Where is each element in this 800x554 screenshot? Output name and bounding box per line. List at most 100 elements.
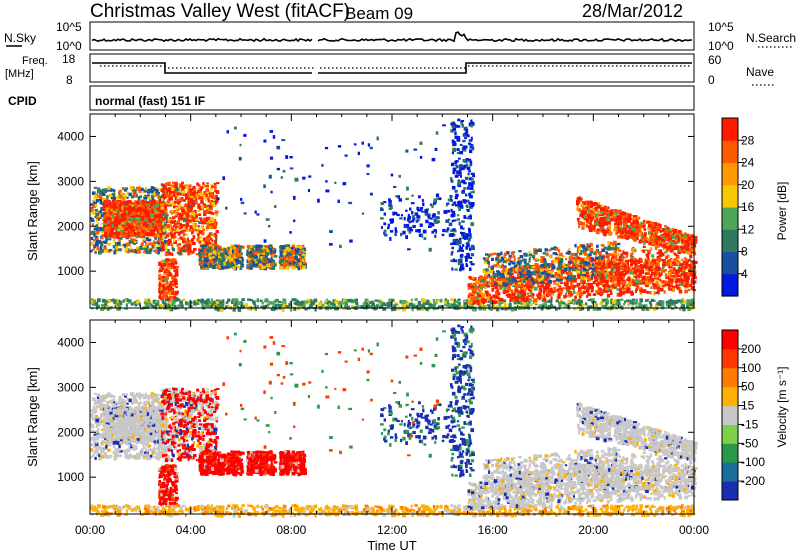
power-echo-cell — [205, 188, 210, 192]
power-echo-cell — [303, 249, 307, 252]
power-echo-cell — [295, 258, 299, 262]
power-echo-cell — [146, 248, 149, 252]
power-echo-cell — [273, 250, 277, 254]
power-echo-cell — [327, 300, 331, 303]
power-echo-cell — [214, 210, 219, 215]
power-echo-cell — [163, 190, 167, 193]
power-echo-cell — [500, 301, 504, 305]
power-echo-cell — [191, 238, 195, 242]
power-echo-cell — [672, 287, 675, 292]
power-echo-cell — [150, 242, 154, 247]
power-echo-cell — [186, 216, 190, 220]
power-echo-cell — [266, 258, 270, 261]
power-echo-cell — [470, 124, 473, 128]
power-echo-cell — [209, 202, 213, 205]
power-echo-cell — [458, 136, 461, 140]
power-echo-cell — [502, 292, 506, 295]
power-echo-cell — [165, 211, 168, 215]
power-echo-cell — [468, 182, 471, 186]
power-echo-cell — [573, 300, 576, 305]
power-echo-cell — [172, 247, 175, 252]
power-echo-cell — [273, 255, 278, 258]
power-echo-cell — [139, 201, 143, 206]
power-echo-cell — [421, 210, 425, 213]
power-echo-cell — [256, 253, 259, 256]
power-echo-cell — [291, 244, 296, 249]
power-echo-cell — [112, 238, 116, 243]
power-echo-cell — [115, 245, 119, 250]
power-echo-cell — [456, 201, 461, 205]
power-echo-cell — [281, 245, 285, 250]
power-echo-cell — [94, 201, 97, 205]
power-echo-cell — [135, 250, 139, 253]
power-echo-cell — [265, 256, 268, 259]
power-echo-cell — [142, 202, 146, 206]
power-echo-cell — [417, 302, 421, 306]
power-echo-cell — [109, 213, 112, 216]
power-echo-cell — [211, 239, 214, 243]
power-echo-cell — [94, 203, 98, 207]
power-echo-cell — [299, 303, 304, 308]
power-echo-cell — [156, 215, 160, 218]
power-echo-cell — [433, 302, 437, 305]
power-echo-cell — [124, 227, 129, 231]
power-echo-cell — [233, 246, 237, 251]
power-echo-cell — [663, 290, 666, 294]
power-echo-cell — [161, 299, 165, 302]
power-echo-cell — [200, 205, 204, 209]
power-echo-cell — [200, 263, 204, 266]
power-echo-cell — [107, 242, 111, 246]
power-echo-cell — [424, 209, 428, 213]
power-echo-cell — [164, 276, 168, 280]
power-echo-cell — [144, 218, 148, 222]
power-echo-cell — [118, 227, 121, 231]
power-echo-cell — [412, 303, 416, 307]
power-echo-cell — [177, 250, 182, 253]
power-echo-cell — [173, 203, 176, 206]
power-echo-cell — [151, 206, 155, 209]
power-echo-cell — [133, 223, 137, 227]
power-echo-cell — [163, 230, 167, 235]
power-echo-cell — [206, 261, 210, 265]
power-echo-cell — [467, 209, 470, 212]
power-echo-cell — [221, 303, 225, 306]
power-echo-cell — [107, 229, 110, 234]
power-echo-cell — [157, 195, 160, 199]
power-echo-cell — [159, 230, 162, 234]
power-echo-cell — [130, 218, 134, 223]
power-echo-cell — [151, 212, 156, 215]
power-echo-cell — [469, 214, 472, 218]
power-echo-cell — [104, 215, 107, 219]
power-echo-cell — [205, 185, 209, 188]
power-echo-cell — [247, 265, 250, 270]
power-echo-cell — [452, 148, 457, 152]
power-echo-cell — [150, 195, 155, 199]
power-echo-cell — [92, 248, 95, 251]
power-echo-cell — [626, 299, 630, 302]
power-echo-cell — [118, 299, 121, 302]
power-echo-cell — [175, 207, 179, 210]
power-echo-cell — [465, 236, 469, 240]
power-echo-cell — [342, 302, 345, 305]
power-echo-cell — [249, 263, 253, 268]
power-echo-cell — [465, 258, 468, 262]
power-echo-cell — [642, 245, 646, 248]
power-echo-cell — [272, 301, 276, 306]
power-echo-cell — [185, 241, 188, 244]
power-echo-cell — [162, 278, 165, 283]
power-echo-cell — [146, 188, 149, 192]
power-echo-cell — [422, 229, 427, 234]
power-echo-cell — [591, 298, 595, 302]
power-echo-cell — [141, 229, 145, 234]
power-echo-cell — [164, 214, 169, 217]
power-echo-cell — [283, 253, 286, 258]
power-echo-cell — [470, 222, 475, 227]
power-echo-cell — [182, 250, 186, 253]
power-echo-cell — [180, 187, 185, 192]
power-echo-cell — [375, 303, 379, 307]
power-echo-cell — [99, 227, 103, 232]
power-echo-cell — [283, 256, 286, 259]
power-echo-cell — [184, 207, 187, 211]
power-echo-cell — [398, 198, 402, 202]
power-echo-cell — [162, 243, 166, 246]
